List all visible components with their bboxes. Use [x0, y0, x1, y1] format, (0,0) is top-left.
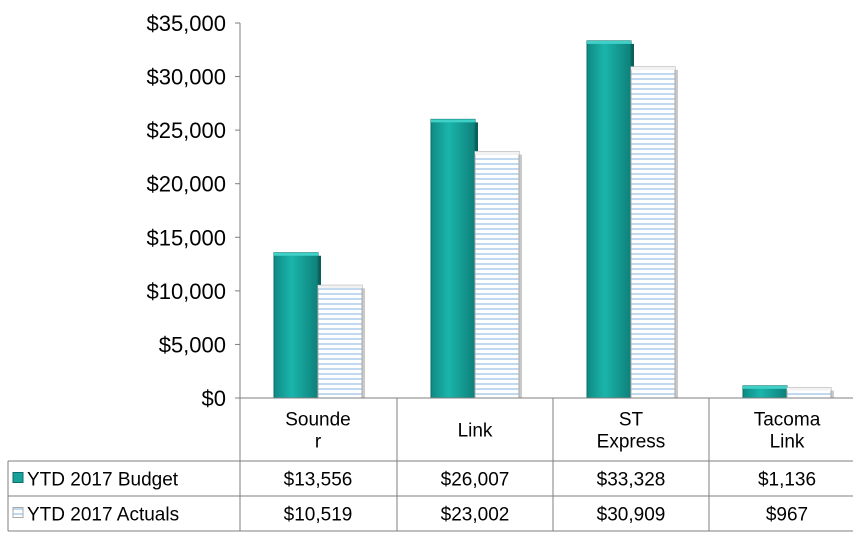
bar-ytd-2017-actuals-sounder — [317, 284, 363, 399]
legend-swatch-ytd-2017-budget — [12, 472, 24, 483]
y-tick-label: $5,000 — [159, 332, 226, 357]
bar-cap-ytd-2017-budget-st-express — [587, 40, 631, 44]
category-label-tacoma-link: Tacoma Link — [754, 410, 821, 453]
legend-label-ytd-2017-budget: YTD 2017 Budget — [27, 470, 179, 491]
y-tick-label: $15,000 — [146, 225, 226, 250]
bar-shadow-ytd-2017-actuals-link — [519, 154, 522, 398]
bar-cap-ytd-2017-actuals-link — [475, 151, 519, 155]
category-label-sounder: Sounde r — [285, 410, 351, 453]
y-tick-label: $10,000 — [146, 279, 226, 304]
table-cell-ytd-2017-actuals-st-express: $30,909 — [597, 505, 666, 526]
table-cell-ytd-2017-budget-st-express: $33,328 — [597, 470, 666, 491]
bar-cap-ytd-2017-actuals-st-express — [631, 66, 675, 70]
bar-shadow-ytd-2017-actuals-st-express — [675, 69, 678, 398]
table-cell-ytd-2017-actuals-sounder: $10,519 — [284, 505, 353, 526]
bar-ytd-2017-budget-st-express — [586, 40, 632, 399]
table-cell-ytd-2017-budget-sounder: $13,556 — [284, 470, 353, 491]
bar-cap-ytd-2017-actuals-sounder — [318, 285, 362, 289]
table-cell-ytd-2017-actuals-link: $23,002 — [441, 505, 510, 526]
y-tick-label: $30,000 — [146, 65, 226, 90]
bar-ytd-2017-actuals-link — [474, 151, 520, 399]
bar-shadow-ytd-2017-actuals-sounder — [362, 288, 365, 398]
bar-ytd-2017-budget-link — [430, 118, 476, 399]
bar-cap-ytd-2017-actuals-tacoma-link — [787, 387, 831, 391]
y-tick-label: $20,000 — [146, 172, 226, 197]
category-label-st-express: ST Express — [597, 410, 666, 453]
bar-cap-ytd-2017-budget-link — [431, 119, 475, 123]
category-label-link: Link — [458, 421, 493, 442]
bar-shadow-ytd-2017-actuals-tacoma-link — [831, 390, 834, 398]
legend-swatch-ytd-2017-actuals — [12, 507, 24, 518]
y-tick-label: $35,000 — [146, 11, 226, 36]
bar-ytd-2017-actuals-st-express — [630, 66, 676, 399]
table-cell-ytd-2017-budget-tacoma-link: $1,136 — [758, 470, 816, 491]
table-cell-ytd-2017-actuals-tacoma-link: $967 — [766, 505, 808, 526]
legend-label-ytd-2017-actuals: YTD 2017 Actuals — [27, 505, 179, 526]
bar-cap-ytd-2017-budget-tacoma-link — [743, 385, 787, 389]
table-cell-ytd-2017-budget-link: $26,007 — [441, 470, 510, 491]
y-tick-label: $25,000 — [146, 118, 226, 143]
bar-ytd-2017-budget-sounder — [273, 252, 319, 399]
y-tick-label: $0 — [202, 386, 226, 411]
bar-cap-ytd-2017-budget-sounder — [274, 252, 318, 256]
